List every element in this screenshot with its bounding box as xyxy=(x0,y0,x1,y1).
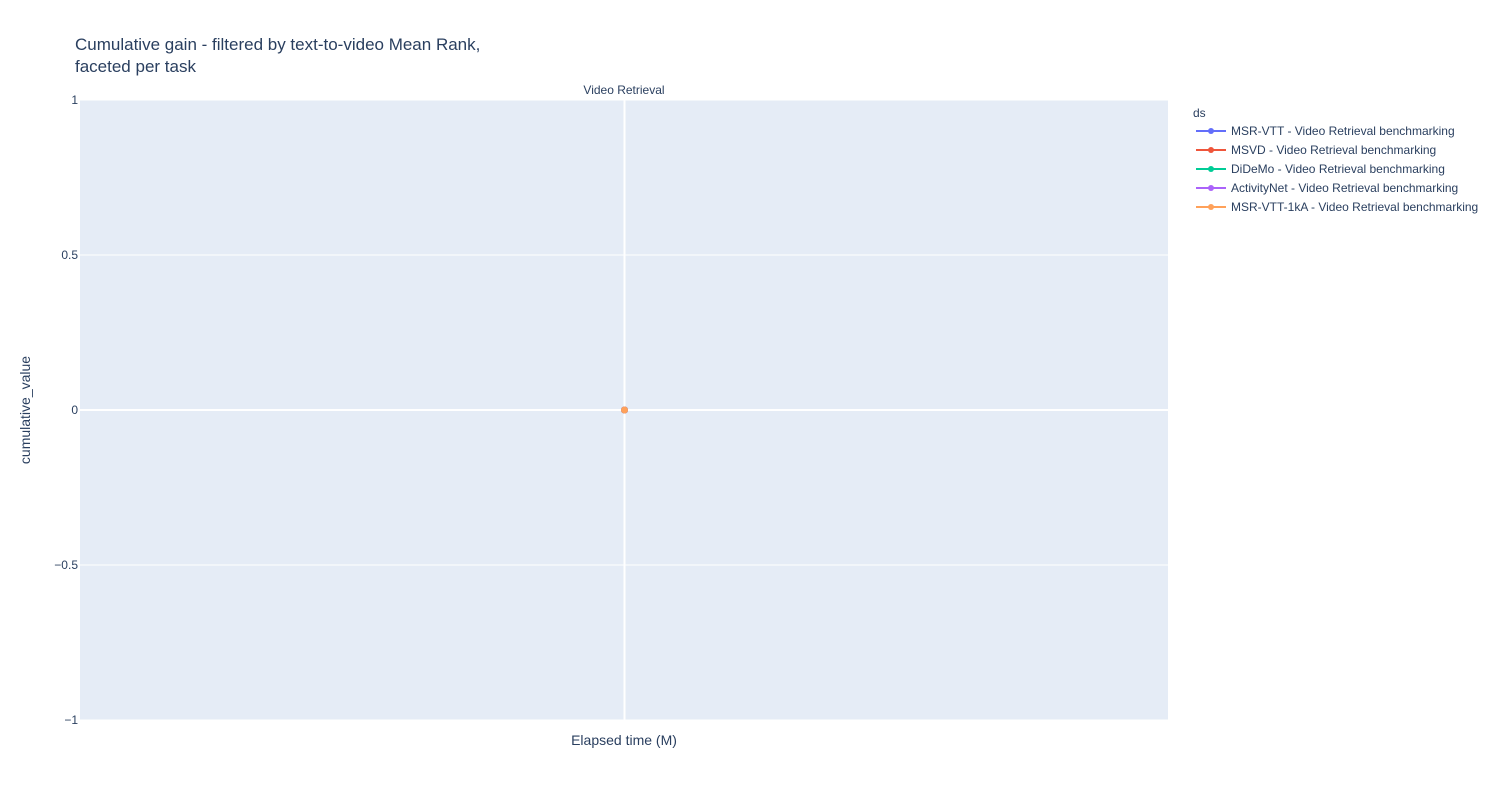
facet-label: Video Retrieval xyxy=(583,83,664,97)
legend-label: DiDeMo - Video Retrieval benchmarking xyxy=(1231,162,1445,176)
legend-label: MSR-VTT-1kA - Video Retrieval benchmarki… xyxy=(1231,200,1478,214)
legend-item[interactable]: MSVD - Video Retrieval benchmarking xyxy=(1196,143,1436,157)
y-tick-label: −1 xyxy=(64,713,78,727)
y-tick-label: 0 xyxy=(71,403,78,417)
legend-label: ActivityNet - Video Retrieval benchmarki… xyxy=(1231,181,1458,195)
legend-item[interactable]: MSR-VTT-1kA - Video Retrieval benchmarki… xyxy=(1196,200,1478,214)
y-tick-label: 0.5 xyxy=(61,248,78,262)
legend-label: MSR-VTT - Video Retrieval benchmarking xyxy=(1231,124,1455,138)
legend-label: MSVD - Video Retrieval benchmarking xyxy=(1231,143,1436,157)
legend-marker-swatch xyxy=(1208,147,1214,153)
y-axis-ticks: 1 0.5 0 −0.5 −1 xyxy=(54,93,78,727)
legend-marker-swatch xyxy=(1208,166,1214,172)
y-tick-label: −0.5 xyxy=(54,558,78,572)
series-markers xyxy=(621,406,628,414)
legend-item[interactable]: ActivityNet - Video Retrieval benchmarki… xyxy=(1196,181,1458,195)
y-axis-title: cumulative_value xyxy=(17,356,33,464)
y-tick-label: 1 xyxy=(71,93,78,107)
legend-title: ds xyxy=(1193,106,1206,120)
x-axis-title: Elapsed time (M) xyxy=(571,732,677,748)
chart-title-line-2: faceted per task xyxy=(75,57,196,76)
legend-marker-swatch xyxy=(1208,185,1214,191)
legend-items[interactable]: MSR-VTT - Video Retrieval benchmarking MS… xyxy=(1196,124,1478,214)
legend-item[interactable]: DiDeMo - Video Retrieval benchmarking xyxy=(1196,162,1445,176)
legend-item[interactable]: MSR-VTT - Video Retrieval benchmarking xyxy=(1196,124,1455,138)
legend-marker-swatch xyxy=(1208,204,1214,210)
legend[interactable]: ds MSR-VTT - Video Retrieval benchmarkin… xyxy=(1193,106,1478,214)
chart-title-line-1: Cumulative gain - filtered by text-to-vi… xyxy=(75,35,480,54)
legend-marker-swatch xyxy=(1208,128,1214,134)
series-point xyxy=(621,406,628,414)
